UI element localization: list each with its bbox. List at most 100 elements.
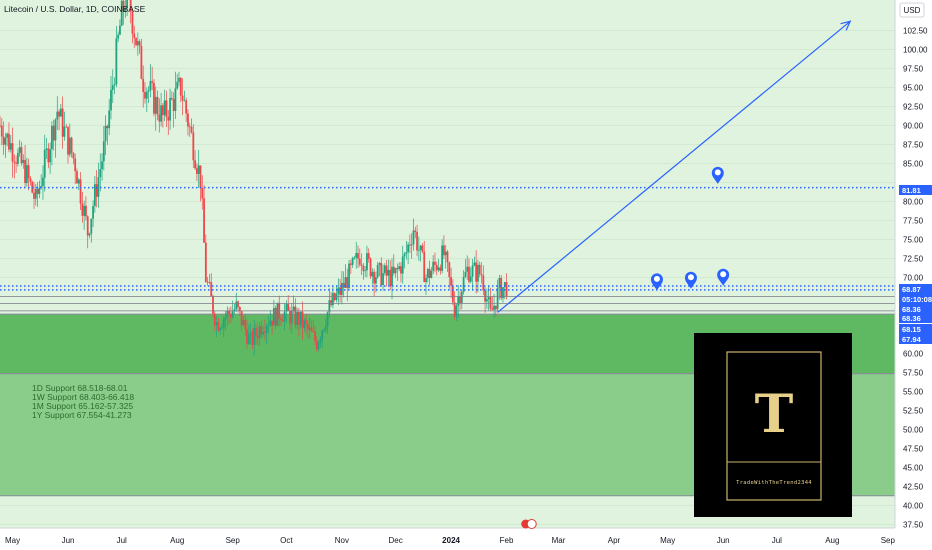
candle-body: [367, 253, 370, 259]
candle-body: [353, 257, 356, 259]
candle-body: [231, 311, 234, 318]
candle-body: [240, 310, 243, 326]
price-badge[interactable]: 81.81: [899, 185, 932, 195]
candle-body: [466, 266, 469, 272]
candle: [240, 310, 243, 331]
candle-body: [244, 320, 247, 330]
candle: [59, 104, 62, 117]
candle-body: [179, 77, 182, 96]
candle-body: [290, 310, 293, 324]
currency-button[interactable]: USD: [899, 2, 925, 18]
candle: [493, 293, 495, 319]
price-badge-bg: [899, 313, 932, 323]
candle: [267, 316, 270, 335]
candle: [323, 328, 325, 333]
candle: [27, 158, 30, 191]
candle-body: [360, 264, 363, 266]
candle: [251, 328, 254, 350]
candle: [76, 168, 78, 184]
candle-body: [9, 143, 12, 150]
candle: [310, 320, 313, 332]
candle-body: [201, 188, 204, 199]
map-pin-icon[interactable]: [711, 166, 724, 184]
candle-body: [383, 265, 386, 274]
candle-body: [167, 116, 170, 121]
candle-body: [242, 320, 245, 326]
candle: [126, 0, 128, 16]
candle-body: [396, 268, 399, 270]
candle-body: [206, 281, 209, 283]
y-tick-label: 80.00: [903, 197, 924, 206]
trend-arrow[interactable]: [497, 20, 852, 313]
trend-arrow-line[interactable]: [497, 20, 851, 313]
time-axis[interactable]: May Jun Jul Aug Sep Oct Nov Dec 2024 Feb Mar Apr May…: [0, 527, 932, 550]
candle: [348, 259, 350, 289]
candle-body: [95, 184, 98, 197]
y-tick-label: 55.00: [903, 387, 924, 396]
candle: [353, 255, 356, 260]
candle-body: [364, 270, 367, 272]
map-pin-icon[interactable]: [650, 273, 663, 291]
candle: [111, 69, 114, 104]
support-annotation: 1Y Support 67.554-41.273: [32, 410, 132, 420]
economic-event-icon[interactable]: [521, 519, 537, 529]
candle-body: [494, 305, 497, 310]
candle-body: [192, 132, 195, 161]
price-badge[interactable]: 67.94: [899, 334, 932, 344]
candle-body: [90, 218, 93, 234]
candle-body: [272, 308, 275, 326]
logo-frame: [726, 351, 822, 501]
candle: [144, 82, 146, 104]
y-tick-label: 92.50: [903, 102, 924, 111]
price-badge[interactable]: 68.36: [899, 313, 932, 323]
candle: [281, 313, 284, 322]
trend-arrow-head[interactable]: [840, 20, 852, 31]
candle-body: [335, 293, 338, 301]
candle: [375, 271, 377, 293]
candle: [346, 268, 349, 302]
candle: [265, 323, 268, 345]
candle-body: [17, 152, 19, 164]
candle-body: [183, 100, 186, 102]
price-badge[interactable]: 68.87: [899, 284, 932, 294]
candle-body: [287, 303, 290, 311]
map-pin-icon[interactable]: [717, 268, 730, 286]
candle-body: [489, 297, 492, 309]
candle-body: [22, 159, 25, 164]
candle-body: [357, 252, 359, 259]
price-badge[interactable]: 68.15: [899, 324, 932, 334]
candle-body: [145, 91, 148, 99]
candle: [378, 261, 381, 277]
candle-body: [398, 266, 401, 270]
x-tick-label: Apr: [608, 536, 621, 545]
candle-body: [281, 320, 284, 322]
map-pin-icon[interactable]: [684, 271, 697, 289]
price-badge[interactable]: 68.36: [899, 304, 932, 314]
candle-body: [457, 296, 460, 306]
candle-body: [500, 277, 503, 299]
candle-body: [77, 179, 80, 184]
candle-body: [485, 299, 488, 302]
price-axis[interactable]: 37.50 40.00 42.50 45.00 47.50 50.00 52.50 55.00…: [894, 0, 932, 550]
candle-body: [332, 293, 334, 306]
chart-title: Litecoin / U.S. Dollar, 1D, COINBASE: [4, 4, 146, 14]
candle-body: [27, 165, 30, 179]
candle-body: [471, 265, 474, 277]
candle-body: [380, 263, 383, 286]
candle-body: [323, 329, 325, 331]
candle: [340, 271, 343, 305]
candle-body: [65, 126, 68, 128]
candle: [183, 90, 186, 102]
candle-body: [249, 332, 252, 334]
candle: [272, 299, 275, 326]
candle: [222, 315, 225, 338]
candle-body: [208, 281, 211, 283]
candle-body: [419, 245, 422, 250]
candle: [244, 314, 247, 336]
candle: [201, 175, 204, 210]
candle-body: [308, 327, 311, 330]
candle-body: [340, 282, 343, 295]
candle-body: [56, 111, 59, 120]
